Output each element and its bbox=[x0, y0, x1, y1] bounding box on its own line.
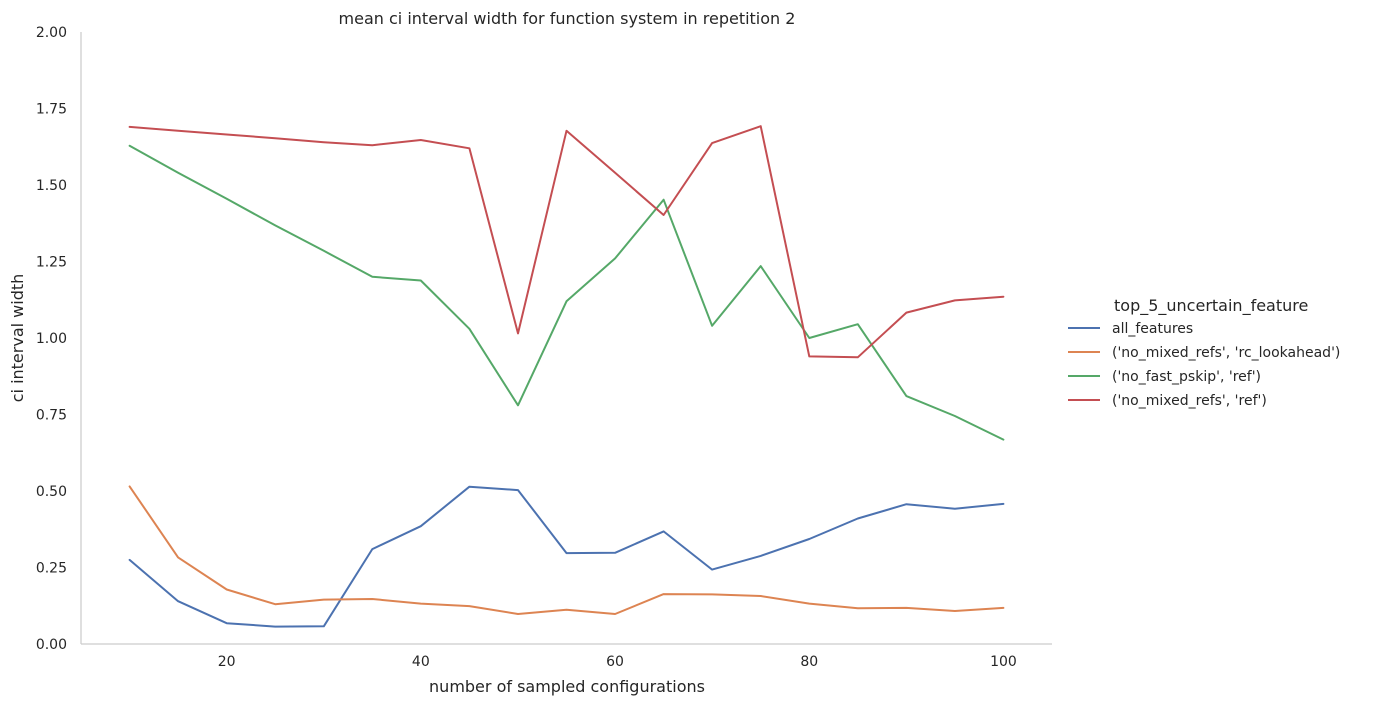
legend-entry: ('no_mixed_refs', 'rc_lookahead') bbox=[1112, 345, 1340, 361]
series-line bbox=[128, 125, 1005, 359]
y-axis-label: ci interval width bbox=[8, 274, 27, 403]
x-tick-label: 80 bbox=[800, 654, 818, 670]
legend-title: top_5_uncertain_feature bbox=[1114, 296, 1308, 316]
y-tick-label: 0.25 bbox=[36, 561, 67, 577]
y-tick-label: 1.50 bbox=[36, 178, 67, 194]
y-axis-ticks: 0.00 0.25 0.50 0.75 1.00 1.25 1.50 1.75 2.00 bbox=[36, 25, 67, 653]
y-tick-label: 0.75 bbox=[36, 408, 67, 424]
y-tick-label: 1.75 bbox=[36, 102, 67, 118]
x-tick-label: 100 bbox=[990, 654, 1017, 670]
y-tick-label: 1.25 bbox=[36, 255, 67, 271]
series-line bbox=[128, 144, 1005, 441]
y-tick-label: 0.00 bbox=[36, 637, 67, 653]
legend: top_5_uncertain_feature all_features ('no… bbox=[1068, 296, 1340, 409]
y-tick-label: 0.50 bbox=[36, 484, 67, 500]
series-line bbox=[128, 485, 1005, 615]
chart-title: mean ci interval width for function syst… bbox=[339, 9, 796, 28]
legend-entry: all_features bbox=[1112, 321, 1193, 337]
x-tick-label: 40 bbox=[412, 654, 430, 670]
series-line bbox=[128, 485, 1005, 628]
x-tick-label: 60 bbox=[606, 654, 624, 670]
x-axis-ticks: 20 40 60 80 100 bbox=[218, 654, 1017, 670]
legend-entry: ('no_mixed_refs', 'ref') bbox=[1112, 393, 1267, 409]
y-tick-label: 2.00 bbox=[36, 25, 67, 41]
y-tick-label: 1.00 bbox=[36, 331, 67, 347]
x-axis-label: number of sampled configurations bbox=[429, 677, 705, 696]
plot-area bbox=[128, 125, 1005, 628]
x-tick-label: 20 bbox=[218, 654, 236, 670]
legend-entry: ('no_fast_pskip', 'ref') bbox=[1112, 369, 1261, 385]
